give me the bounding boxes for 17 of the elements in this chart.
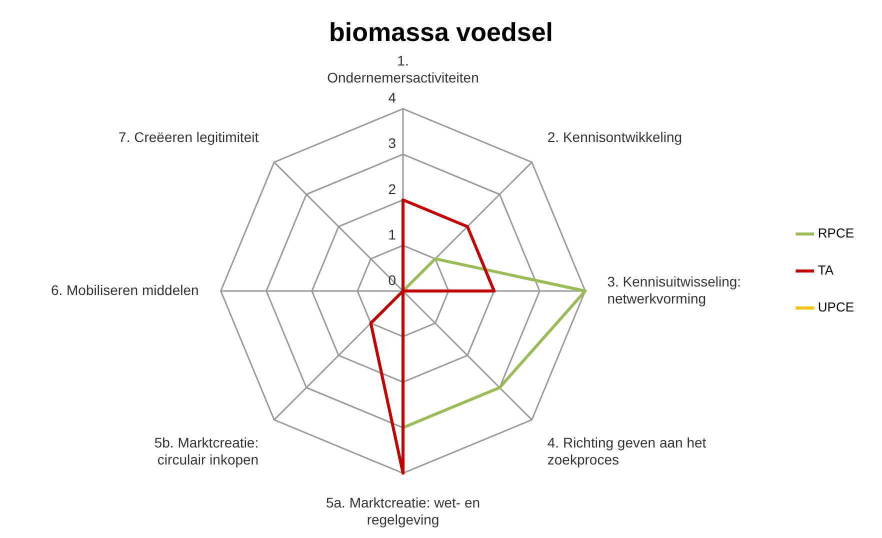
spoke-label: 3. Kennisuitwisseling: netwerkvorming [607, 273, 742, 306]
y-tick-label: 0 [388, 272, 396, 288]
spoke-label: 4. Richting geven aan het zoekproces [547, 434, 706, 468]
spoke-label: 2. Kennisontwikkeling [547, 129, 682, 146]
spoke-label: 7. Creëeren legitimiteit [118, 129, 259, 146]
y-tick-label: 3 [388, 135, 396, 152]
y-tick-label: 4 [388, 90, 396, 106]
spoke-label: 1. Ondernemersactiviteiten [327, 52, 479, 86]
legend-label: RPCE [818, 226, 854, 241]
spoke-label: 5a. Marktcreatie: wet- en regelgeving [326, 494, 480, 528]
y-tick-label: 2 [388, 180, 396, 197]
y-tick-label: 1 [388, 226, 396, 242]
spoke-label: 5b. Marktcreatie: circulair inkopen [154, 434, 259, 468]
legend-label: TA [818, 262, 834, 278]
legend-label: UPCE [818, 300, 854, 315]
spoke-label: 6. Mobiliseren middelen [50, 282, 199, 298]
chart-title: biomassa voedsel [329, 16, 553, 47]
